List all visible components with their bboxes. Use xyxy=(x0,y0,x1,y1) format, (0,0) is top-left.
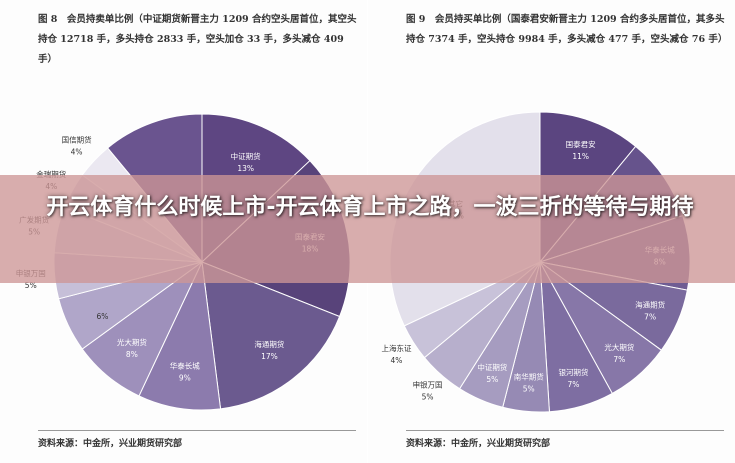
right-slice-pct-0: 11% xyxy=(572,152,589,161)
right-slice-pct-4: 7% xyxy=(613,355,625,364)
right-slice-pct-7: 5% xyxy=(486,375,498,384)
right-slice-label-4: 光大期货 xyxy=(604,342,634,352)
left-slice-3 xyxy=(138,260,222,411)
left-source-note: 资料来源：中金所，兴业期货研究部 xyxy=(38,439,183,449)
right-figure-caption: 图 9 会员持买单比例（国泰君安新晋主力 1209 合约多头居首位，其多头持仓 … xyxy=(406,14,728,45)
left-slice-pct-4: 8% xyxy=(126,350,138,359)
left-slice-label-0: 中证期货 xyxy=(231,151,261,161)
right-slice-pct-6: 5% xyxy=(523,384,535,393)
right-footer-divider xyxy=(406,430,724,431)
right-source-note: 资料来源：中金所，兴业期货研究部 xyxy=(406,439,551,449)
title-banner xyxy=(0,175,735,283)
right-slice-label-8: 申银万国 xyxy=(413,380,443,390)
right-slice-pct-9: 4% xyxy=(391,356,403,365)
left-slice-label-9: 国信期货 xyxy=(62,134,92,144)
banner-title: 开云体育什么时候上市-开云体育上市之路，一波三折的等待与期待 xyxy=(46,195,694,220)
left-slice-label-3: 华泰长城 xyxy=(170,361,200,371)
left-slice-pct-2: 17% xyxy=(261,352,278,361)
left-slice-pct-5: 6% xyxy=(97,312,109,321)
right-slice-pct-5: 7% xyxy=(568,380,580,389)
left-slice-pct-0: 13% xyxy=(237,164,254,173)
right-slice-pct-3: 7% xyxy=(644,313,656,322)
left-slice-pct-3: 9% xyxy=(179,374,191,383)
left-slice-2 xyxy=(201,261,341,410)
right-slice-label-6: 南华期货 xyxy=(514,371,544,381)
left-slice-pct-9: 4% xyxy=(71,147,83,156)
right-slice-label-0: 国泰君安 xyxy=(566,139,596,149)
right-slice-label-9: 上海东证 xyxy=(381,343,411,353)
left-slice-label-2: 海通期货 xyxy=(254,339,284,349)
left-figure-caption: 图 8 会员持卖单比例（中证期货新晋主力 1209 合约空头居首位，其空头持仓 … xyxy=(38,14,357,65)
left-footer-divider xyxy=(38,430,356,431)
right-slice-label-3: 海通期货 xyxy=(635,300,665,310)
left-slice-label-4: 光大期货 xyxy=(117,337,147,347)
left-slice-pct-6: 5% xyxy=(25,281,37,290)
right-slice-label-5: 银河期货 xyxy=(558,367,588,377)
right-slice-pct-8: 5% xyxy=(422,393,434,402)
left-slice-label-8: 金瑞期货 xyxy=(36,169,66,179)
right-slice-label-7: 中证期货 xyxy=(477,362,507,372)
